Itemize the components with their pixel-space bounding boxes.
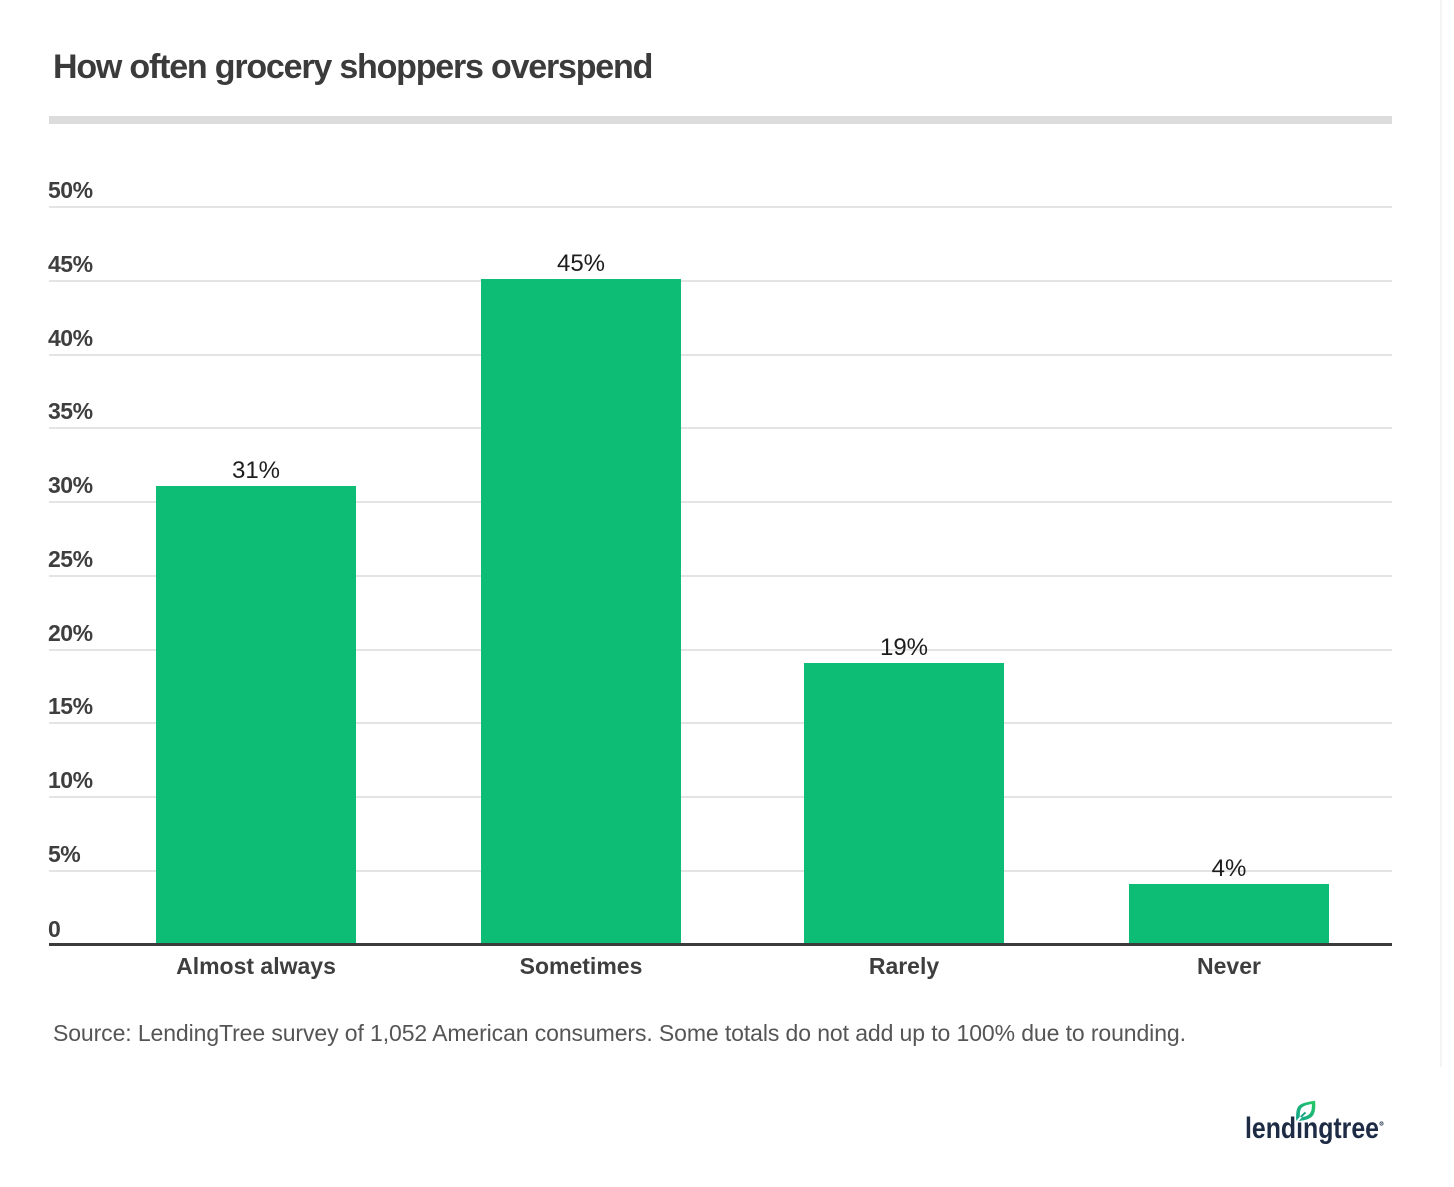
svg-text:lendingtree: lendingtree	[1245, 1112, 1379, 1145]
